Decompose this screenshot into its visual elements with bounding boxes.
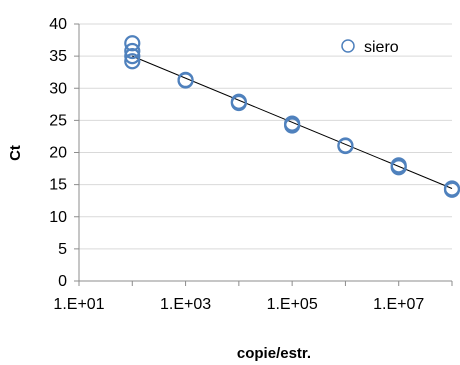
y-tick-label: 40 [49, 16, 67, 33]
data-point [284, 117, 301, 134]
legend: siero [341, 39, 399, 56]
data-point [124, 35, 141, 52]
y-tick-label: 30 [49, 80, 67, 97]
x-tick-label: 1.E+05 [267, 296, 318, 313]
legend-label: siero [364, 39, 399, 56]
axes [74, 23, 453, 286]
data-points [124, 35, 460, 198]
x-tick-label: 1.E+07 [373, 296, 424, 313]
y-tick-label: 20 [49, 145, 67, 162]
data-point [337, 137, 354, 154]
gridlines [79, 23, 452, 250]
legend-marker [341, 39, 355, 53]
data-point [124, 53, 141, 70]
x-axis-title: copie/estr. [237, 345, 311, 362]
data-point [124, 42, 141, 60]
x-tick-label: 1.E+01 [53, 296, 104, 313]
y-tick-label: 0 [58, 273, 67, 290]
x-tick-label: 1.E+03 [160, 296, 211, 313]
y-tick-labels: 0 5 10 15 20 25 30 35 40 [49, 16, 67, 290]
data-point [230, 94, 247, 112]
trendline-group [132, 55, 453, 189]
y-axis-title: Ct [7, 145, 24, 161]
y-tick-label: 35 [49, 48, 67, 65]
x-tick-labels: 1.E+01 1.E+03 1.E+05 1.E+07 [53, 296, 424, 313]
data-point [177, 71, 194, 88]
trendline [132, 55, 453, 189]
y-tick-label: 10 [49, 209, 67, 226]
y-tick-label: 15 [49, 177, 67, 194]
y-tick-label: 25 [49, 112, 67, 129]
data-point [390, 159, 407, 176]
data-point [124, 48, 141, 65]
data-point [443, 181, 460, 198]
y-tick-label: 5 [58, 241, 67, 258]
